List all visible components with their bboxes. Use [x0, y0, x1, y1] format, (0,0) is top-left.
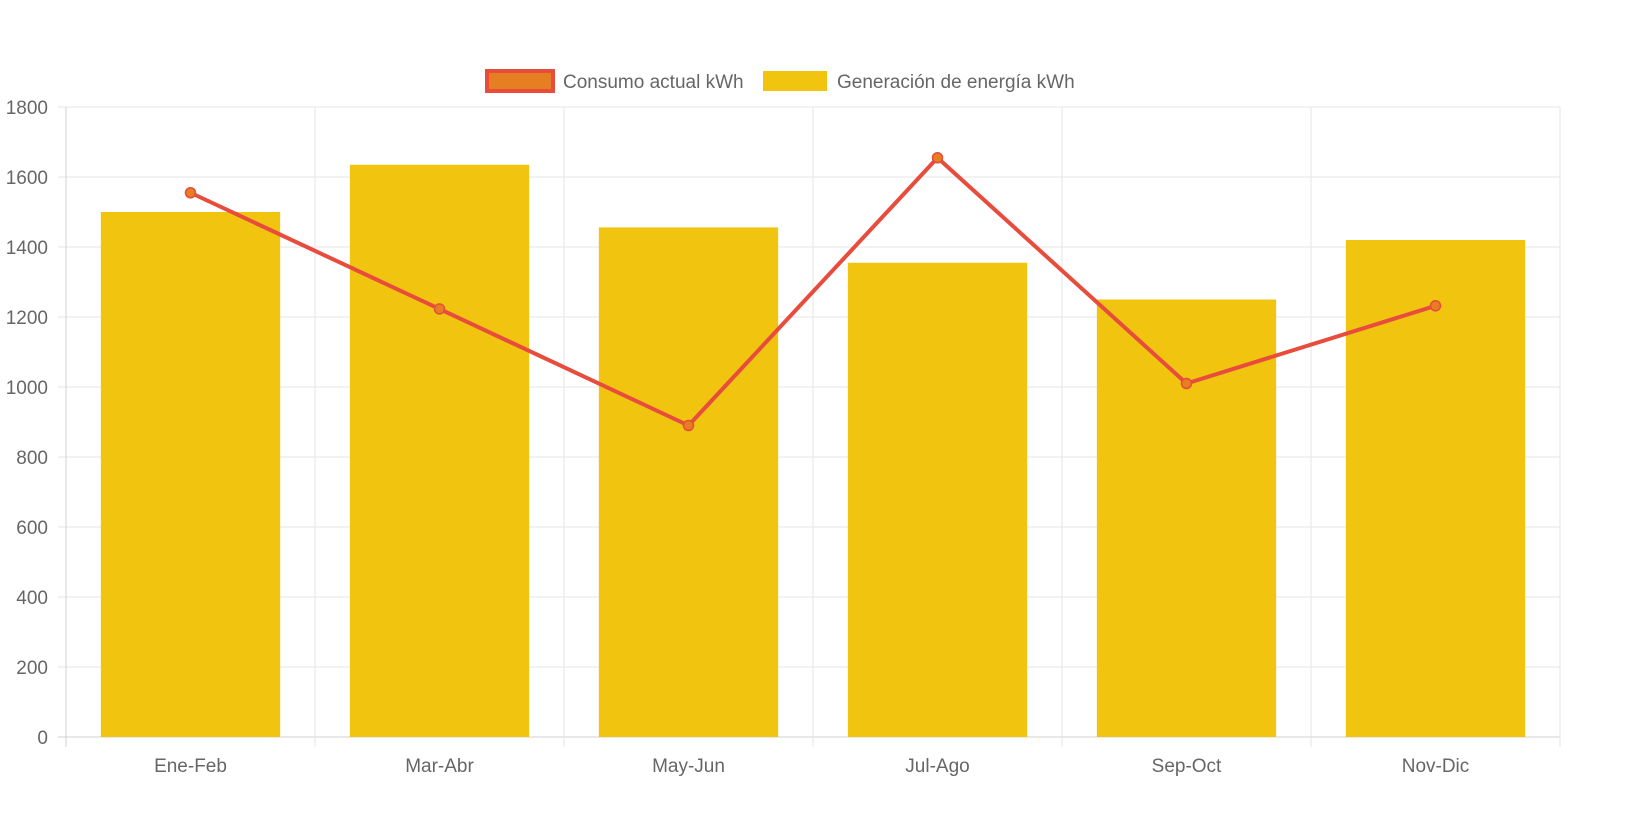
bar-sep-oct	[1096, 299, 1277, 737]
y-tick-label: 1800	[6, 98, 48, 119]
y-tick-label: 600	[16, 518, 48, 539]
consumo-point-sep-oct	[1180, 377, 1193, 390]
x-tick-label: Ene-Feb	[154, 756, 227, 777]
bar-may-jun	[598, 227, 779, 737]
bar-mar-abr	[349, 164, 530, 737]
consumo-line	[188, 155, 1438, 428]
consumo-point-ene-feb	[184, 187, 197, 199]
y-tick-label: 1400	[6, 238, 48, 259]
bar-ene-feb	[100, 212, 281, 737]
x-tick-label: Sep-Oct	[1152, 756, 1222, 777]
consumo-point-may-jun	[682, 419, 695, 432]
x-tick-label: Jul-Ago	[905, 756, 969, 777]
y-tick-label: 200	[16, 658, 48, 679]
y-tick-label: 1000	[6, 378, 48, 399]
y-tick-label: 400	[16, 588, 48, 609]
legend-swatch-generacion	[763, 71, 827, 91]
legend-label-generacion: Generación de energía kWh	[837, 72, 1075, 93]
consumo-point-mar-abr	[433, 303, 446, 315]
x-tick-label: Nov-Dic	[1402, 756, 1470, 777]
consumo-point-nov-dic	[1429, 300, 1442, 312]
bar-nov-dic	[1345, 240, 1526, 737]
axes: 0 200 400 600 800 1000 1200 1400 1600 1800 Ene-Feb…	[6, 98, 1470, 777]
x-tick-label: Mar-Abr	[405, 756, 474, 777]
bar-jul-ago	[847, 262, 1028, 737]
y-tick-label: 800	[16, 448, 48, 469]
y-tick-label: 0	[37, 728, 48, 749]
y-tick-label: 1600	[6, 168, 48, 189]
y-tick-label: 1200	[6, 308, 48, 329]
legend-swatch-consumo	[485, 69, 555, 93]
line-series	[184, 152, 1442, 432]
legend-label-consumo: Consumo actual kWh	[563, 72, 744, 93]
consumo-point-jul-ago	[931, 152, 944, 164]
x-tick-label: May-Jun	[652, 756, 725, 777]
grid	[58, 106, 1561, 747]
bars	[100, 164, 1526, 737]
legend: Consumo actual kWh Generación de energía …	[485, 69, 1075, 93]
